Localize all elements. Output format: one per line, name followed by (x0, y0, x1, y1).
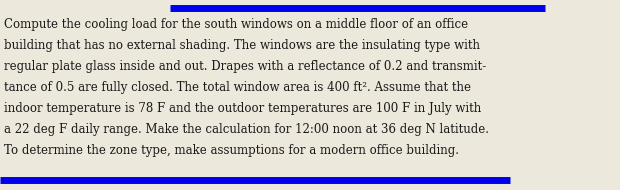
Text: regular plate glass inside and out. Drapes with a reflectance of 0.2 and transmi: regular plate glass inside and out. Drap… (4, 60, 486, 73)
Text: tance of 0.5 are fully closed. The total window area is 400 ft². Assume that the: tance of 0.5 are fully closed. The total… (4, 81, 471, 94)
Text: To determine the zone type, make assumptions for a modern office building.: To determine the zone type, make assumpt… (4, 144, 459, 157)
Text: a 22 deg F daily range. Make the calculation for 12:00 noon at 36 deg N latitude: a 22 deg F daily range. Make the calcula… (4, 123, 489, 136)
Text: Compute the cooling load for the south windows on a middle floor of an office: Compute the cooling load for the south w… (4, 18, 468, 31)
Text: indoor temperature is 78 F and the outdoor temperatures are 100 F in July with: indoor temperature is 78 F and the outdo… (4, 102, 481, 115)
Text: building that has no external shading. The windows are the insulating type with: building that has no external shading. T… (4, 39, 480, 52)
